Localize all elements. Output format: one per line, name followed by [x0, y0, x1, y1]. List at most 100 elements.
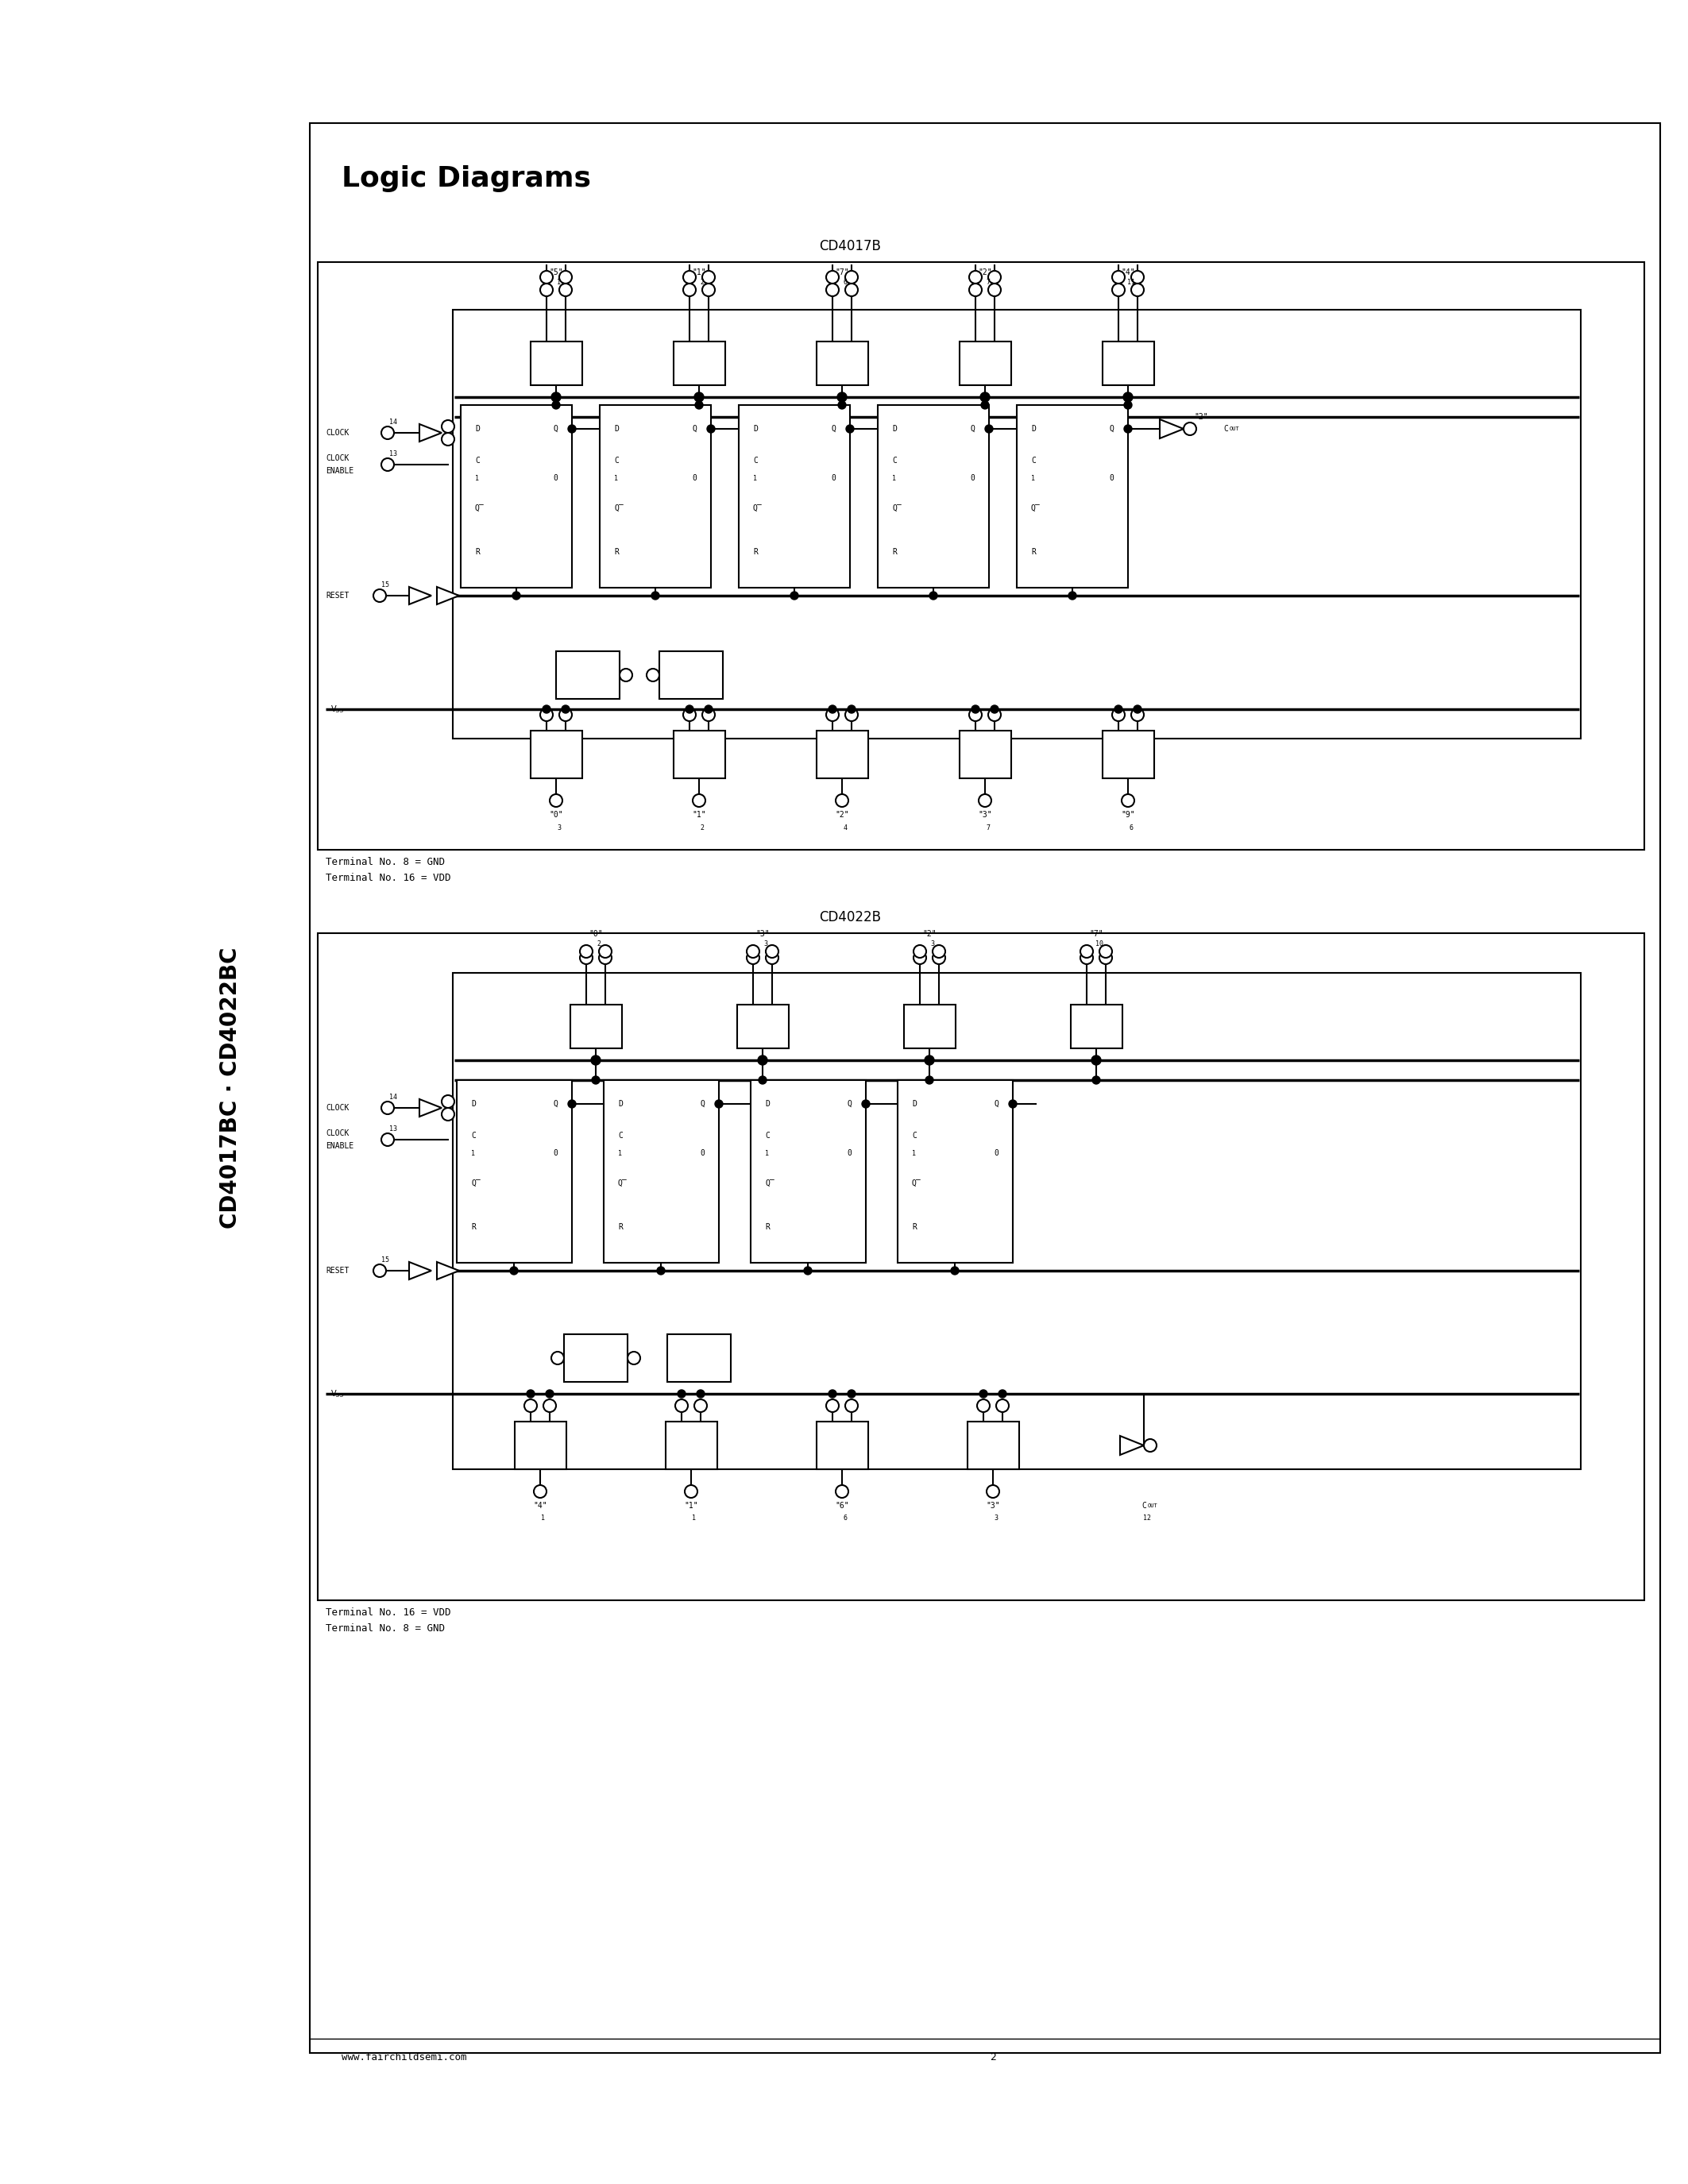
Bar — [1070, 1005, 1123, 1048]
Text: 0: 0 — [692, 474, 697, 483]
Circle shape — [559, 284, 572, 297]
Text: "3": "3" — [977, 810, 993, 819]
Text: Q̅: Q̅ — [614, 505, 623, 513]
Circle shape — [1114, 705, 1123, 714]
Text: "7": "7" — [836, 269, 849, 277]
Bar — [1016, 404, 1128, 587]
Text: CLOCK: CLOCK — [326, 454, 349, 463]
Text: Q: Q — [554, 1101, 557, 1107]
Text: 6: 6 — [844, 1516, 847, 1522]
Text: "2": "2" — [1193, 413, 1209, 422]
Text: OUT: OUT — [1229, 426, 1239, 430]
Text: Q: Q — [692, 426, 697, 432]
Bar — [311, 122, 1661, 2053]
Text: CD4017BC · CD4022BC: CD4017BC · CD4022BC — [219, 948, 241, 1230]
Text: "6": "6" — [836, 1503, 849, 1509]
Circle shape — [1112, 284, 1124, 297]
Text: C: C — [1031, 456, 1036, 465]
Circle shape — [932, 952, 945, 963]
Text: 0: 0 — [1109, 474, 1114, 483]
Circle shape — [969, 708, 982, 721]
Circle shape — [552, 1352, 564, 1365]
Bar — [817, 1422, 868, 1470]
Circle shape — [647, 668, 660, 681]
Text: Q: Q — [971, 426, 974, 432]
Circle shape — [540, 271, 554, 284]
Circle shape — [685, 1485, 697, 1498]
Text: 1: 1 — [753, 474, 756, 483]
Polygon shape — [1121, 1435, 1144, 1455]
Text: 12: 12 — [1143, 1516, 1151, 1522]
Circle shape — [825, 284, 839, 297]
Text: 0: 0 — [994, 1149, 999, 1158]
Circle shape — [925, 1055, 933, 1066]
Text: 6: 6 — [844, 277, 847, 286]
Text: 7: 7 — [986, 277, 991, 286]
Circle shape — [981, 393, 989, 402]
Text: D: D — [614, 426, 619, 432]
Circle shape — [1131, 284, 1144, 297]
Text: Q: Q — [847, 1101, 851, 1107]
Text: D: D — [891, 426, 896, 432]
Circle shape — [913, 946, 927, 959]
Text: www.fairchildsemi.com: www.fairchildsemi.com — [341, 2051, 466, 2062]
Circle shape — [977, 1400, 989, 1413]
Circle shape — [695, 402, 702, 408]
Text: "0": "0" — [549, 810, 564, 819]
Circle shape — [567, 426, 576, 432]
Bar — [959, 732, 1011, 778]
Circle shape — [1112, 271, 1124, 284]
Text: 10: 10 — [1096, 939, 1104, 948]
Text: "1": "1" — [692, 269, 706, 277]
Circle shape — [987, 284, 1001, 297]
Text: "3": "3" — [986, 1503, 999, 1509]
Text: V$_{SS}$: V$_{SS}$ — [331, 1389, 344, 1400]
Text: Q̅: Q̅ — [474, 505, 484, 513]
Text: V$_{SS}$: V$_{SS}$ — [331, 703, 344, 714]
Text: C: C — [614, 456, 619, 465]
Circle shape — [825, 271, 839, 284]
Text: 1: 1 — [471, 1149, 474, 1158]
Bar — [452, 310, 1580, 738]
Text: R: R — [474, 548, 479, 557]
Text: Terminal No. 8 = GND: Terminal No. 8 = GND — [326, 1623, 446, 1634]
Circle shape — [846, 284, 858, 297]
Text: "4": "4" — [1121, 269, 1134, 277]
Text: RESET: RESET — [326, 1267, 349, 1275]
Circle shape — [1099, 946, 1112, 959]
Text: D: D — [1031, 426, 1036, 432]
Text: 3: 3 — [763, 939, 768, 948]
Text: 0: 0 — [830, 474, 836, 483]
Circle shape — [1124, 426, 1133, 432]
Text: 13: 13 — [390, 1125, 397, 1131]
Text: 14: 14 — [390, 417, 397, 426]
Circle shape — [836, 1485, 849, 1498]
Text: R: R — [753, 548, 758, 557]
Circle shape — [999, 1389, 1006, 1398]
Circle shape — [979, 795, 991, 806]
Circle shape — [373, 590, 387, 603]
Bar — [530, 341, 582, 384]
Circle shape — [1092, 1077, 1101, 1083]
Polygon shape — [408, 1262, 432, 1280]
Bar — [1102, 732, 1155, 778]
Circle shape — [527, 1389, 535, 1398]
Text: Terminal No. 16 = VDD: Terminal No. 16 = VDD — [326, 871, 451, 882]
Circle shape — [1123, 393, 1133, 402]
Bar — [461, 404, 572, 587]
Circle shape — [442, 1094, 454, 1107]
Bar — [878, 404, 989, 587]
Circle shape — [925, 1077, 933, 1083]
Circle shape — [442, 1107, 454, 1120]
Circle shape — [847, 705, 856, 714]
Text: 6: 6 — [1129, 823, 1133, 832]
Text: "3": "3" — [756, 930, 770, 937]
Circle shape — [552, 393, 560, 402]
Text: D: D — [471, 1101, 476, 1107]
Text: Q̅: Q̅ — [618, 1179, 628, 1188]
Text: Terminal No. 16 = VDD: Terminal No. 16 = VDD — [326, 1607, 451, 1618]
Circle shape — [1080, 946, 1094, 959]
Circle shape — [381, 1133, 393, 1147]
Circle shape — [619, 668, 633, 681]
Circle shape — [550, 795, 562, 806]
